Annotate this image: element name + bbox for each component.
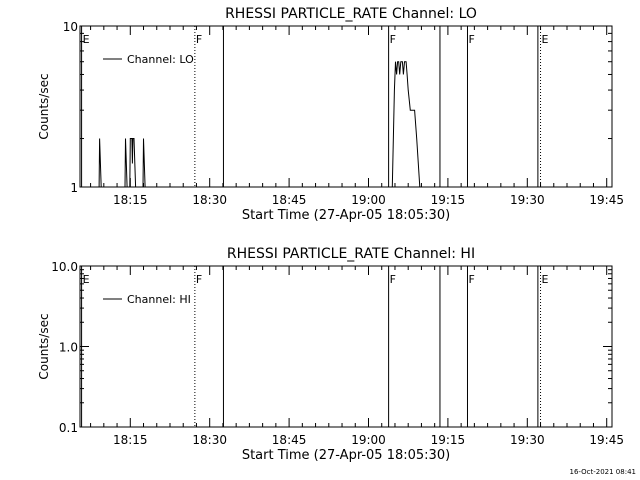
x-tick-label: 18:15 bbox=[113, 433, 148, 447]
event-marker-label: F bbox=[390, 33, 396, 46]
x-tick-label: 19:30 bbox=[510, 433, 545, 447]
y-tick-label: 10 bbox=[63, 20, 78, 34]
event-marker-label: E bbox=[83, 33, 90, 46]
legend-label: Channel: LO bbox=[127, 53, 194, 66]
lo-channel-panel: RHESSI PARTICLE_RATE Channel: LO 18:15 18:… bbox=[37, 6, 624, 223]
chart-title: RHESSI PARTICLE_RATE Channel: HI bbox=[227, 246, 475, 262]
y-tick-label: 10.0 bbox=[51, 260, 78, 274]
x-tick-label: 19:15 bbox=[431, 433, 466, 447]
x-tick-label: 19:30 bbox=[510, 193, 545, 207]
event-marker-label: F bbox=[196, 33, 202, 46]
x-tick-label: 18:30 bbox=[192, 433, 227, 447]
plot-frame bbox=[79, 25, 613, 188]
x-tick-label: 18:15 bbox=[113, 193, 148, 207]
y-axis-label: Counts/sec bbox=[37, 73, 51, 139]
series-line-segment bbox=[98, 138, 102, 188]
x-tick-label: 18:45 bbox=[272, 433, 307, 447]
plot-frame bbox=[79, 265, 613, 428]
event-marker-label: E bbox=[542, 33, 549, 46]
event-marker-label: F bbox=[468, 273, 474, 286]
event-marker-label: E bbox=[542, 273, 549, 286]
series-line-segment bbox=[391, 61, 421, 188]
event-marker-label: F bbox=[390, 273, 396, 286]
x-axis-label: Start Time (27-Apr-05 18:05:30) bbox=[242, 208, 450, 223]
x-tick-label: 18:45 bbox=[272, 193, 307, 207]
y-tick-label: 1 bbox=[70, 181, 78, 195]
y-tick-label: 1.0 bbox=[59, 341, 78, 355]
y-tick-label: 0.1 bbox=[59, 421, 78, 435]
y-axis-label: Counts/sec bbox=[37, 313, 51, 379]
x-axis-label: Start Time (27-Apr-05 18:05:30) bbox=[242, 448, 450, 463]
x-tick-label: 19:00 bbox=[351, 433, 386, 447]
x-tick-label: 19:45 bbox=[589, 193, 624, 207]
x-tick-label: 19:45 bbox=[589, 433, 624, 447]
event-marker-label: E bbox=[83, 273, 90, 286]
legend-label: Channel: HI bbox=[127, 293, 191, 306]
series-line-segment bbox=[124, 138, 137, 188]
series-line-segment bbox=[142, 138, 146, 188]
hi-channel-panel: RHESSI PARTICLE_RATE Channel: HI 18:15 18:… bbox=[37, 246, 624, 463]
event-marker-label: F bbox=[196, 273, 202, 286]
event-marker-label: F bbox=[468, 33, 474, 46]
footer-timestamp: 16-Oct-2021 08:41 bbox=[570, 468, 636, 476]
x-tick-label: 19:15 bbox=[431, 193, 466, 207]
chart-title: RHESSI PARTICLE_RATE Channel: LO bbox=[225, 6, 477, 22]
x-tick-label: 18:30 bbox=[192, 193, 227, 207]
x-tick-label: 19:00 bbox=[351, 193, 386, 207]
